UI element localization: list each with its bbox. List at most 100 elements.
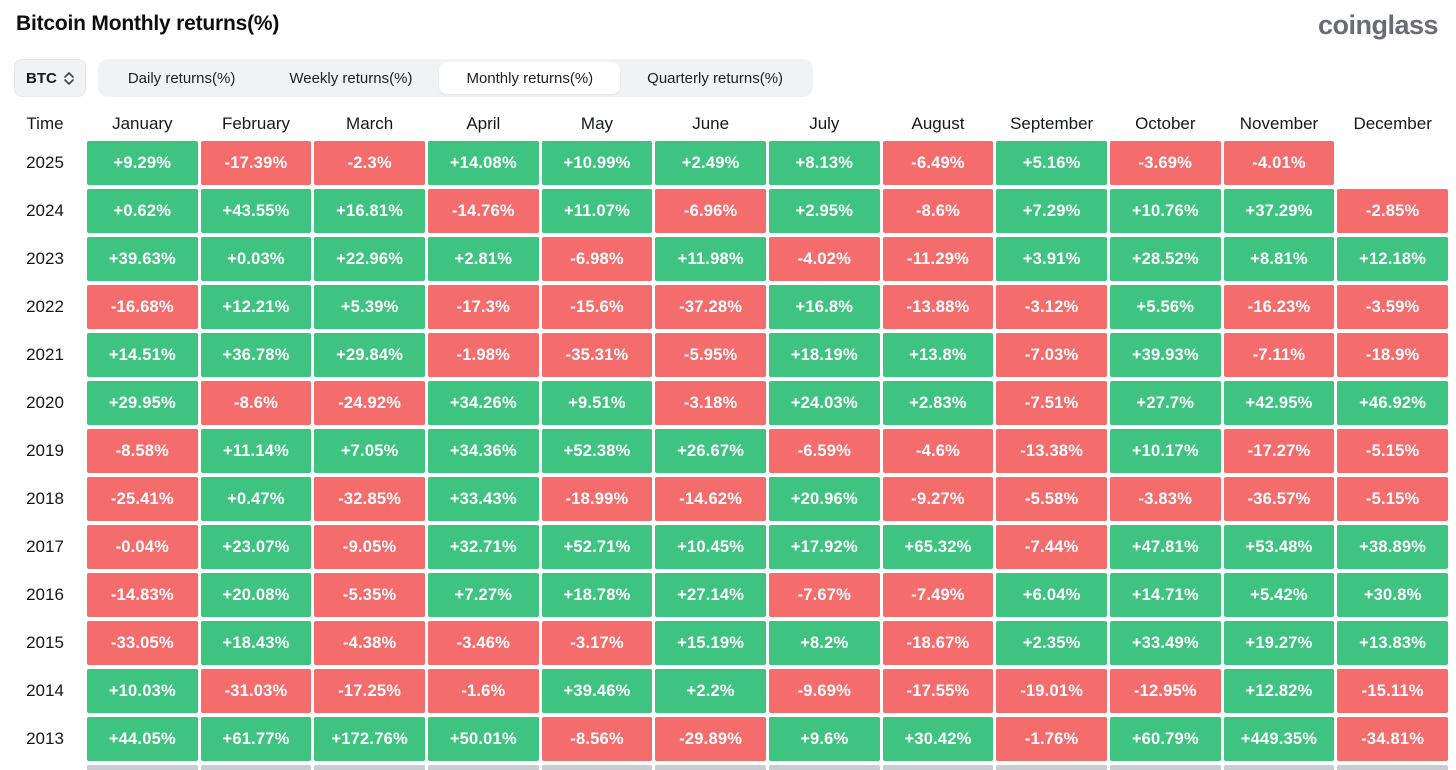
col-header-april: April [466,114,501,133]
return-cell: +14.51% [87,333,198,377]
row-year-2013: 2013 [26,729,64,748]
return-cell: +13.83% [1337,621,1448,665]
return-cell: -37.28% [655,285,766,329]
return-cell: +17.92% [768,525,880,569]
return-cell: -4.6% [882,429,994,473]
tab-daily-returns[interactable]: Daily returns(%) [101,62,263,94]
return-cell: +0.62% [87,189,198,233]
return-cell-partial [655,765,766,770]
return-cell-partial [996,765,1107,770]
return-cell: -8.58% [87,429,198,473]
return-cell: +14.08% [427,141,539,185]
col-header-october: October [1135,114,1196,133]
return-cell: -7.44% [996,525,1107,569]
return-cell: -29.89% [655,717,766,761]
return-cell: -6.49% [882,141,994,185]
return-cell: +22.96% [314,237,425,281]
return-cell: -32.85% [314,477,425,521]
return-cell: +9.29% [87,141,198,185]
col-header-may: May [580,114,614,133]
return-cell: +0.47% [200,477,312,521]
symbol-select[interactable]: BTC [14,59,86,97]
return-cell: +20.08% [200,573,312,617]
return-cell: +46.92% [1337,381,1448,425]
return-cell: +13.8% [882,333,994,377]
return-cell: -17.27% [1223,429,1335,473]
return-cell: +9.51% [541,381,653,425]
return-cell: -35.31% [541,333,653,377]
return-cell: +0.03% [200,237,312,281]
return-cell: +11.07% [541,189,653,233]
row-year-2020: 2020 [26,393,64,412]
return-cell: -8.56% [541,717,653,761]
return-cell: +5.39% [314,285,425,329]
row-year-2024: 2024 [26,201,64,220]
return-cell: +16.8% [768,285,880,329]
return-cell: +33.49% [1109,621,1221,665]
return-cell: +11.14% [200,429,312,473]
return-cell: +30.8% [1337,573,1448,617]
return-cell: -6.96% [655,189,766,233]
return-cell: -25.41% [87,477,198,521]
return-cell: -3.69% [1109,141,1221,185]
return-cell: -16.23% [1223,285,1335,329]
return-cell: +9.6% [768,717,880,761]
return-cell: -34.81% [1337,717,1448,761]
return-cell: -7.51% [996,381,1107,425]
return-cell: -6.98% [541,237,653,281]
row-year-2023: 2023 [26,249,64,268]
row-year-2017: 2017 [26,537,64,556]
return-cell: +37.29% [1223,189,1335,233]
return-cell: +39.63% [87,237,198,281]
return-cell: +2.2% [655,669,766,713]
return-cell: -1.76% [996,717,1107,761]
return-cell-partial [1109,765,1221,770]
return-cell [1337,141,1448,185]
return-cell: +39.93% [1109,333,1221,377]
return-cell: -5.58% [996,477,1107,521]
return-cell: -11.29% [882,237,994,281]
return-cell: -18.67% [882,621,994,665]
return-cell: -18.99% [541,477,653,521]
col-header-time: Time [26,114,64,133]
return-cell: +44.05% [87,717,198,761]
coinglass-logo: coinglass [1317,10,1439,40]
return-cell: +2.95% [768,189,880,233]
return-cell: +47.81% [1109,525,1221,569]
return-cell: -7.03% [996,333,1107,377]
tab-weekly-returns[interactable]: Weekly returns(%) [262,62,439,94]
return-cell: -5.15% [1337,477,1448,521]
return-cell: +18.43% [200,621,312,665]
return-cell: +29.95% [87,381,198,425]
return-cell: +449.35% [1223,717,1335,761]
tab-quarterly-returns[interactable]: Quarterly returns(%) [620,62,810,94]
return-cell-partial [314,765,425,770]
return-cell: +14.71% [1109,573,1221,617]
return-cell: -18.9% [1337,333,1448,377]
return-cell: -5.35% [314,573,425,617]
return-cell: -4.02% [768,237,880,281]
return-cell: -3.83% [1109,477,1221,521]
col-header-september: September [1010,114,1094,133]
row-year-partial [6,765,84,770]
return-cell: +27.14% [655,573,766,617]
return-cell: +16.81% [314,189,425,233]
return-cell: -17.25% [314,669,425,713]
return-cell: -5.15% [1337,429,1448,473]
return-cell: +65.32% [882,525,994,569]
return-cell: -3.46% [427,621,539,665]
return-cell: -24.92% [314,381,425,425]
return-cell: -33.05% [87,621,198,665]
return-cell: +39.46% [541,669,653,713]
row-year-2021: 2021 [26,345,64,364]
return-cell: -9.27% [882,477,994,521]
row-year-2019: 2019 [26,441,64,460]
tab-monthly-returns[interactable]: Monthly returns(%) [439,62,621,94]
return-cell: -7.11% [1223,333,1335,377]
return-cell: -15.11% [1337,669,1448,713]
return-cell: +50.01% [427,717,539,761]
return-cell: -7.67% [768,573,880,617]
return-cell: +19.27% [1223,621,1335,665]
return-cell: +29.84% [314,333,425,377]
return-cell: +10.99% [541,141,653,185]
